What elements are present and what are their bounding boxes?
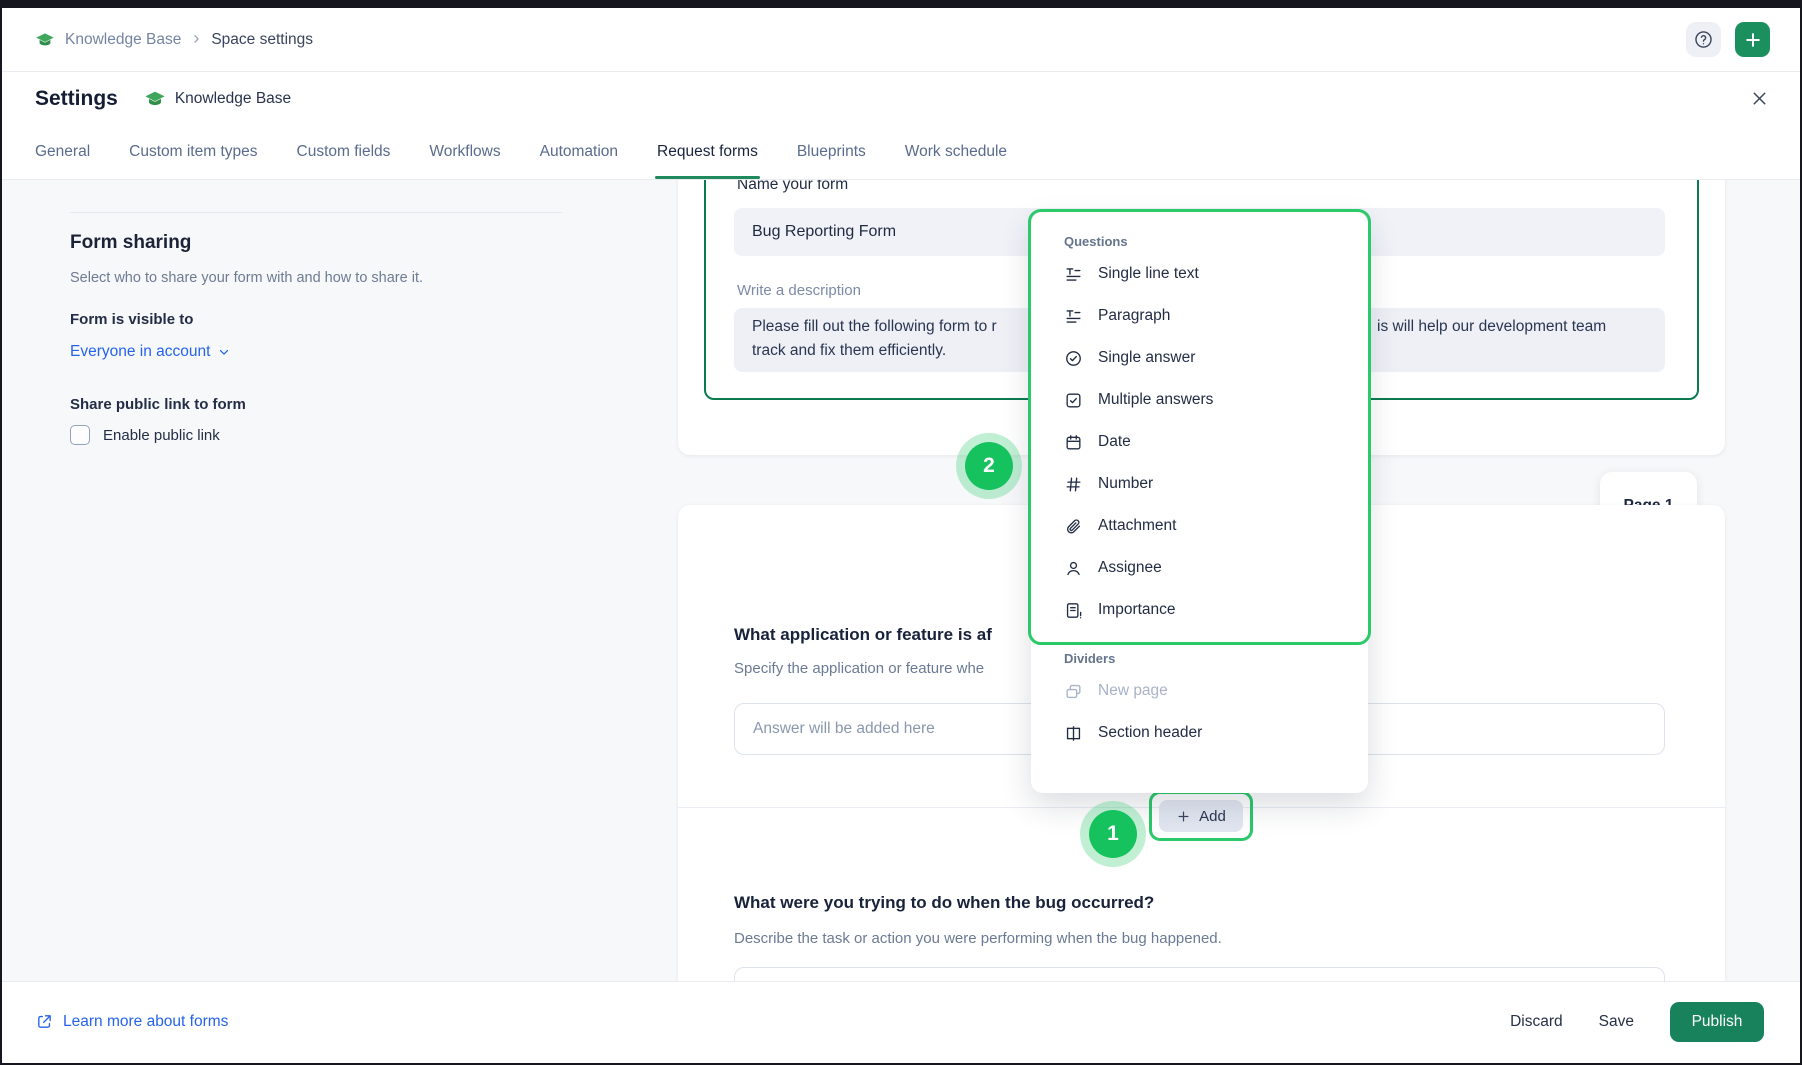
attachment-icon xyxy=(1064,517,1083,536)
menu-item-paragraph[interactable]: Paragraph xyxy=(1031,295,1368,337)
sidebar-divider xyxy=(70,212,562,213)
menu-item-label: Single answer xyxy=(1098,349,1196,366)
form-visible-to-label: Form is visible to xyxy=(70,311,194,328)
menu-item-label: Number xyxy=(1098,475,1154,492)
plus-icon xyxy=(1743,30,1763,50)
section-header-icon xyxy=(1064,724,1083,743)
question-2-title: What were you trying to do when the bug … xyxy=(734,893,1155,912)
content-area: Form sharing Select who to share your fo… xyxy=(2,180,1800,981)
breadcrumb: Knowledge Base › Space settings xyxy=(35,29,313,50)
menu-item-label: Importance xyxy=(1098,601,1176,618)
topbar-actions xyxy=(1686,22,1770,57)
tab-request-forms[interactable]: Request forms xyxy=(655,125,760,179)
description-text-fragment: Please fill out the following form to r xyxy=(752,318,997,335)
date-icon xyxy=(1064,433,1083,452)
add-button-label: Add xyxy=(1199,807,1226,825)
new-page-icon xyxy=(1064,682,1083,701)
menu-item-label: Paragraph xyxy=(1098,307,1171,324)
tab-work-schedule[interactable]: Work schedule xyxy=(904,143,1008,160)
form-sharing-description: Select who to share your form with and h… xyxy=(70,270,424,286)
question-circle-icon xyxy=(1693,29,1714,50)
description-text-fragment: is will help our development team xyxy=(1377,318,1607,335)
form-name-label: Name your form xyxy=(737,180,849,193)
menu-item-single-answer[interactable]: Single answer xyxy=(1031,337,1368,379)
tab-blueprints[interactable]: Blueprints xyxy=(796,143,866,160)
single-line-text-icon xyxy=(1064,265,1083,284)
menu-item-attachment[interactable]: Attachment xyxy=(1031,505,1368,547)
add-question-button[interactable]: Add xyxy=(1159,800,1243,832)
close-settings-button[interactable] xyxy=(1749,88,1770,109)
dropdown-section-questions: Questions xyxy=(1064,234,1128,249)
page-title: Settings xyxy=(35,86,118,110)
breadcrumb-space-link[interactable]: Knowledge Base xyxy=(65,30,182,48)
help-button[interactable] xyxy=(1686,22,1721,57)
tab-general[interactable]: General xyxy=(35,143,91,160)
assignee-icon xyxy=(1064,559,1083,578)
tab-automation[interactable]: Automation xyxy=(539,143,619,160)
close-icon xyxy=(1749,88,1770,109)
question-type-dropdown: Questions Single line text Paragraph Sin… xyxy=(1031,212,1368,793)
menu-item-importance[interactable]: Importance xyxy=(1031,589,1368,631)
menu-item-multiple-answers[interactable]: Multiple answers xyxy=(1031,379,1368,421)
question-1-subtitle: Specify the application or feature whe xyxy=(734,660,985,677)
breadcrumb-current-page: Space settings xyxy=(211,30,314,48)
chevron-down-icon xyxy=(217,345,231,359)
menu-item-number[interactable]: Number xyxy=(1031,463,1368,505)
menu-item-new-page: New page xyxy=(1031,670,1368,712)
save-button[interactable]: Save xyxy=(1598,1012,1634,1030)
visibility-value: Everyone in account xyxy=(70,343,211,360)
question-2-subtitle: Describe the task or action you were per… xyxy=(734,930,1222,947)
single-answer-icon xyxy=(1064,349,1083,368)
breadcrumb-chevron-icon: › xyxy=(193,28,200,48)
enable-public-link-row: Enable public link xyxy=(70,425,220,445)
external-link-icon xyxy=(36,1013,53,1030)
menu-item-label: Multiple answers xyxy=(1098,391,1214,408)
importance-icon xyxy=(1064,601,1083,620)
description-text-fragment: track and fix them efficiently. xyxy=(752,342,947,359)
space-chip: Knowledge Base xyxy=(144,88,291,110)
menu-item-label: New page xyxy=(1098,682,1168,699)
visibility-dropdown[interactable]: Everyone in account xyxy=(70,343,231,361)
enable-public-link-label: Enable public link xyxy=(103,426,220,444)
create-new-button[interactable] xyxy=(1735,22,1770,57)
number-icon xyxy=(1064,475,1083,494)
footer-bar: Learn more about forms Discard Save Publ… xyxy=(2,981,1800,1061)
space-graduation-cap-icon xyxy=(144,88,166,110)
menu-item-assignee[interactable]: Assignee xyxy=(1031,547,1368,589)
learn-more-link[interactable]: Learn more about forms xyxy=(36,1013,228,1031)
tab-workflows[interactable]: Workflows xyxy=(429,143,501,160)
top-bar: Knowledge Base › Space settings xyxy=(2,8,1800,72)
publish-button[interactable]: Publish xyxy=(1670,1001,1764,1042)
share-public-link-label: Share public link to form xyxy=(70,396,246,413)
dropdown-section-dividers: Dividers xyxy=(1064,651,1116,666)
tab-custom-item-types[interactable]: Custom item types xyxy=(129,143,258,160)
space-name-label: Knowledge Base xyxy=(174,89,292,107)
discard-button[interactable]: Discard xyxy=(1510,1012,1563,1030)
menu-item-single-line-text[interactable]: Single line text xyxy=(1031,253,1368,295)
menu-item-label: Section header xyxy=(1098,724,1203,741)
enable-public-link-checkbox[interactable] xyxy=(70,425,90,445)
footer-actions: Discard Save Publish xyxy=(1510,1001,1764,1042)
tab-custom-fields[interactable]: Custom fields xyxy=(296,143,391,160)
plus-icon xyxy=(1176,809,1191,824)
space-graduation-cap-icon xyxy=(35,30,55,50)
menu-item-section-header[interactable]: Section header xyxy=(1031,712,1368,754)
settings-header: Settings Knowledge Base xyxy=(2,72,1800,125)
multiple-answers-icon xyxy=(1064,391,1083,410)
settings-tabs: General Custom item types Custom fields … xyxy=(2,125,1800,180)
paragraph-icon xyxy=(1064,307,1083,326)
learn-more-label: Learn more about forms xyxy=(63,1012,229,1030)
menu-item-label: Single line text xyxy=(1098,265,1199,282)
menu-item-label: Date xyxy=(1098,433,1131,450)
menu-item-date[interactable]: Date xyxy=(1031,421,1368,463)
menu-item-label: Attachment xyxy=(1098,517,1177,534)
question-2-answer-input[interactable] xyxy=(734,967,1665,981)
form-sharing-heading: Form sharing xyxy=(70,232,192,253)
question-1-title: What application or feature is af xyxy=(734,625,992,644)
menu-item-label: Assignee xyxy=(1098,559,1162,576)
form-description-label: Write a description xyxy=(737,282,861,299)
